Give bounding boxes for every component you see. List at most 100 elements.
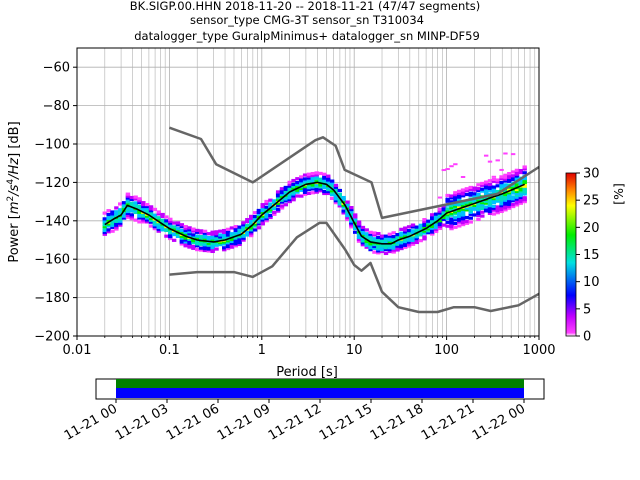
ppsd-cell — [222, 236, 227, 240]
ppsd-cell — [349, 209, 354, 214]
ppsd-cell — [114, 219, 119, 223]
ppsd-cell — [399, 245, 404, 249]
ppsd-cell — [144, 210, 150, 214]
ppsd-cell — [445, 209, 450, 213]
ppsd-cell — [168, 221, 173, 225]
ppsd-cell — [518, 197, 524, 202]
ppsd-cell — [522, 180, 527, 184]
ppsd-cell — [291, 192, 296, 196]
ppsd-cell — [214, 232, 219, 236]
ppsd-cell — [275, 209, 281, 213]
ppsd-cell — [472, 186, 477, 190]
ppsd-cell — [144, 204, 150, 209]
ppsd-cell — [218, 243, 223, 247]
ppsd-cell — [125, 194, 131, 198]
ppsd-cell — [472, 199, 477, 204]
ppsd-cell — [156, 212, 161, 216]
ppsd-cell — [406, 230, 412, 235]
ppsd-cell — [483, 190, 489, 194]
ppsd-cell — [449, 225, 454, 229]
ppsd-cell — [422, 223, 427, 227]
ppsd-cell — [514, 182, 520, 186]
ppsd-cell — [306, 186, 312, 190]
ppsd-cell — [187, 232, 192, 236]
ppsd-cell — [295, 180, 300, 185]
ppsd-cell — [510, 176, 516, 180]
ppsd-cell — [260, 206, 265, 211]
ppsd-cell — [160, 228, 165, 232]
ppsd-cell — [453, 210, 458, 214]
ppsd-cell — [218, 235, 223, 239]
ppsd-cell — [352, 215, 358, 219]
ppsd-cell — [364, 236, 369, 240]
ppsd-cell — [299, 181, 304, 185]
ppsd-cell — [110, 214, 115, 218]
ppsd-cell — [152, 221, 158, 225]
ppsd-cell — [187, 245, 192, 249]
ppsd-cell — [360, 233, 366, 237]
ppsd-cell — [491, 206, 497, 210]
ppsd-cell — [283, 191, 289, 195]
ppsd-cell — [275, 196, 281, 200]
ppsd-cell — [272, 201, 277, 205]
ppsd-cell — [187, 237, 192, 241]
ppsd-cell — [437, 224, 443, 229]
ppsd-cell — [483, 209, 489, 213]
ppsd-cell — [152, 225, 158, 229]
ppsd-cell — [487, 202, 493, 206]
ppsd-cell — [164, 234, 169, 238]
ppsd-cell — [241, 225, 246, 229]
ppsd-cell — [326, 182, 331, 186]
ppsd-cell — [387, 240, 393, 244]
ppsd-cell — [268, 198, 273, 202]
ppsd-cell — [245, 225, 250, 229]
ppsd-cell — [237, 235, 242, 239]
ppsd-cell — [164, 215, 169, 219]
ppsd-cell — [457, 220, 462, 224]
ppsd-cell — [222, 230, 227, 235]
ppsd-cell — [499, 181, 504, 185]
ppsd-cell — [503, 198, 508, 202]
ppsd-cell — [241, 223, 246, 227]
ppsd-cell — [341, 211, 346, 215]
ppsd-cell — [518, 188, 524, 192]
colorbar-label: [%] — [611, 183, 626, 205]
ppsd-cell — [102, 224, 108, 229]
ppsd-cell — [302, 188, 308, 193]
ppsd-cell — [152, 227, 158, 231]
ppsd-cell — [395, 240, 400, 244]
ppsd-cell — [426, 223, 431, 227]
ppsd-cell — [137, 197, 142, 201]
ppsd-cell — [403, 239, 408, 244]
ppsd-cell — [376, 243, 381, 247]
ppsd-cell — [518, 199, 524, 203]
ppsd-cell — [241, 236, 246, 240]
ppsd-cell — [164, 223, 169, 227]
ppsd-cell — [433, 224, 439, 228]
ppsd-cell — [210, 234, 215, 238]
ppsd-cell — [395, 242, 400, 246]
ppsd-cell — [279, 198, 285, 202]
ppsd-cell — [464, 208, 470, 212]
ppsd-cell — [453, 218, 458, 222]
ppsd-cell — [102, 219, 108, 223]
y-tick-label: −140 — [34, 214, 70, 229]
ppsd-cell — [418, 233, 423, 237]
ppsd-cell — [137, 204, 142, 209]
ppsd-cell — [264, 213, 269, 217]
ppsd-cell — [491, 175, 497, 178]
ppsd-cell — [106, 216, 111, 220]
ppsd-cell — [198, 231, 204, 235]
ppsd-cell — [476, 183, 481, 187]
ppsd-cell — [252, 214, 258, 219]
ppsd-cell — [272, 210, 277, 214]
ppsd-cell — [349, 207, 354, 212]
ppsd-cell — [514, 174, 520, 178]
ppsd-cell — [225, 229, 231, 233]
ppsd-cell — [148, 216, 154, 220]
ppsd-cell — [372, 237, 377, 241]
ppsd-cell — [514, 172, 520, 176]
ppsd-cell — [514, 187, 520, 192]
ppsd-cell — [510, 178, 516, 182]
ppsd-cell — [503, 173, 508, 177]
